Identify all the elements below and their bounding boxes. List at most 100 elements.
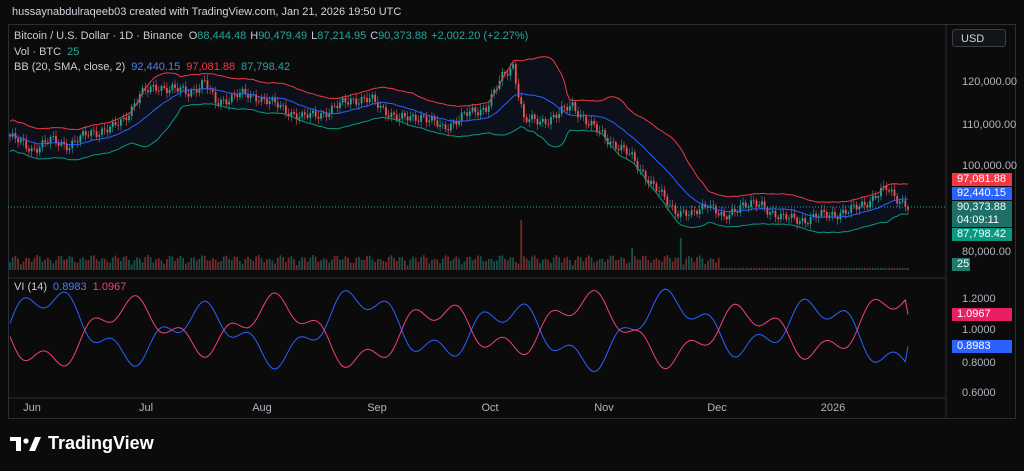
candle-body (422, 115, 425, 117)
candle-body (125, 117, 128, 121)
volume-bar (155, 259, 157, 270)
candle-body (871, 195, 874, 201)
candle-body (812, 213, 815, 217)
volume-bar (777, 268, 780, 270)
volume-bar (55, 260, 57, 270)
candle-body (706, 207, 709, 209)
volume-bar (209, 260, 212, 270)
volume-bar (117, 258, 120, 270)
candle-body (525, 117, 528, 122)
candle-body (723, 211, 725, 217)
volume-bar (847, 268, 850, 270)
volume-bar (244, 258, 247, 270)
candle-body (117, 124, 120, 126)
candle-body (358, 103, 360, 105)
candle-body (220, 99, 222, 106)
ohlc-values: O88,444.48 H90,479.49 L87,214.95 C90,373… (189, 30, 529, 42)
candle-body (187, 93, 190, 97)
candle-body (90, 130, 93, 137)
candle-body (842, 209, 844, 214)
volume-bar (612, 255, 615, 270)
volume-bar (590, 257, 593, 270)
volume-bar (693, 261, 696, 270)
candle-body (493, 89, 496, 94)
volume-bar (141, 262, 144, 270)
candle-body (49, 136, 52, 144)
volume-bar (393, 257, 395, 270)
candle-body (271, 97, 274, 102)
vi-tick: 0.6000 (962, 387, 996, 399)
candle-body (482, 107, 485, 110)
bollinger-band-lines (9, 56, 909, 234)
volume-bar (790, 268, 793, 270)
tradingview-logo[interactable]: TradingView (10, 433, 154, 454)
tradingview-logo-icon (10, 436, 41, 451)
candle-body (558, 113, 560, 119)
ohlc-open: 88,444.48 (197, 30, 247, 42)
volume-bar (598, 259, 601, 270)
candle-body (555, 114, 558, 119)
volume-bar (763, 268, 766, 270)
volume-bar (747, 268, 750, 270)
candle-body (506, 73, 509, 76)
volume-bar (387, 256, 390, 270)
volume-bar (390, 255, 393, 270)
volume-bar (404, 260, 406, 270)
volume-bar (203, 255, 206, 270)
time-label: Oct (481, 402, 499, 414)
candle-body (60, 141, 63, 146)
volume-bar (376, 258, 379, 270)
candle-body (853, 204, 855, 206)
candle-body (471, 107, 474, 112)
volume-bar (766, 268, 769, 270)
bollinger-upper-tag: 97,081.88 (952, 173, 1012, 186)
volume-bar (896, 268, 899, 270)
volume-bar (479, 256, 482, 270)
volume-bar (236, 256, 239, 270)
candle-body (512, 64, 514, 69)
volume-bar (22, 261, 25, 270)
candle-body (420, 115, 423, 122)
volume-bar (715, 262, 717, 270)
candle-body (671, 205, 674, 206)
volume-bar (130, 264, 133, 270)
volume-bar (425, 257, 428, 270)
currency-button[interactable]: USD (952, 29, 1006, 47)
volume-bar (898, 268, 901, 270)
volume-bar (433, 258, 436, 270)
symbol-legend-row[interactable]: Bitcoin / U.S. Dollar · 1D · Binance O88… (14, 30, 528, 42)
vortex-legend-row[interactable]: VI (14) 0.8983 1.0967 (14, 281, 126, 293)
candle-body (179, 87, 182, 92)
volume-bar (247, 256, 249, 270)
volume-bar (317, 261, 320, 270)
volume-bar (57, 256, 60, 270)
candle-body (504, 72, 506, 74)
volume-bar (230, 260, 233, 270)
price-axis[interactable]: 120,000.00 110,000.00 100,000.00 80,000.… (952, 0, 1018, 471)
volume-bar (44, 259, 47, 270)
candle-body (623, 145, 625, 148)
candle-body (563, 106, 566, 108)
candle-body (211, 89, 214, 92)
volume-legend-row[interactable]: Vol · BTC 25 (14, 46, 79, 58)
volume-bar (290, 256, 293, 270)
candle-body (452, 121, 455, 124)
candle-body (890, 189, 893, 192)
price-tick: 100,000.00 (962, 160, 1018, 172)
volume-bar (706, 260, 709, 270)
candle-body (149, 86, 152, 93)
volume-bar (728, 268, 731, 270)
volume-bar (512, 257, 514, 270)
candle-body (128, 115, 130, 121)
ohlc-open-key: O (188, 30, 198, 42)
volume-bar (528, 260, 531, 270)
volume-bar (671, 261, 674, 270)
bollinger-legend-row[interactable]: BB (20, SMA, close, 2) 92,440.15 97,081.… (14, 61, 290, 73)
candle-body (547, 123, 550, 125)
candle-body (376, 101, 379, 108)
volume-bar (761, 268, 763, 270)
candle-body (541, 118, 544, 122)
candle-body (463, 112, 466, 114)
volume-bar (306, 261, 309, 270)
